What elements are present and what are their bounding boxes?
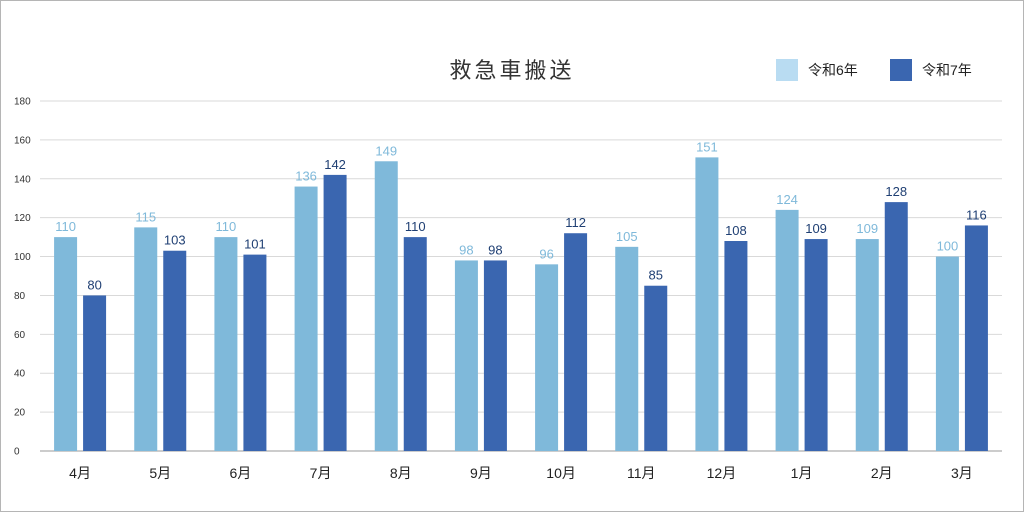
bar-series-2 (724, 241, 748, 451)
bar-series-2 (804, 239, 828, 451)
y-tick-label: 40 (14, 369, 26, 380)
data-label-series-2: 108 (725, 223, 747, 238)
data-label-series-1: 110 (216, 219, 237, 234)
data-label-series-2: 116 (966, 207, 987, 222)
data-label-series-1: 124 (776, 192, 798, 207)
bar-series-2 (964, 225, 988, 451)
bar-series-2 (323, 174, 347, 451)
data-label-series-2: 128 (885, 184, 907, 199)
bar-series-2 (163, 250, 187, 451)
data-label-series-1: 105 (616, 229, 638, 244)
x-axis: 4月 5月 6月 7月 8月 9月 10月 11月 12月 1月 2月 3月 (69, 465, 973, 481)
data-label-series-2: 110 (405, 219, 426, 234)
bar-series-2 (83, 295, 107, 451)
data-label-series-2: 103 (164, 233, 186, 248)
data-label-series-1: 151 (696, 139, 718, 154)
y-tick-label: 120 (14, 213, 31, 224)
data-label-series-2: 109 (805, 221, 827, 236)
data-label-series-2: 80 (87, 277, 101, 292)
bars (54, 157, 988, 452)
bar-series-2 (644, 285, 668, 451)
bar-series-1 (855, 239, 879, 451)
bar-series-1 (615, 246, 639, 451)
legend-label-series-2: 令和7年 (922, 62, 972, 78)
y-tick-label: 60 (14, 330, 26, 341)
legend-swatch-series-1 (776, 59, 798, 81)
x-tick-label: 12月 (707, 465, 737, 481)
x-tick-label: 1月 (791, 465, 813, 481)
data-label-series-1: 109 (856, 221, 878, 236)
legend-label-series-1: 令和6年 (808, 62, 858, 78)
x-tick-label: 11月 (627, 465, 656, 481)
x-tick-label: 6月 (230, 465, 252, 481)
data-label-series-1: 115 (135, 209, 156, 224)
data-label-series-1: 149 (375, 143, 397, 158)
data-label-series-1: 96 (539, 246, 553, 261)
x-tick-label: 4月 (69, 465, 91, 481)
bar-series-1 (935, 256, 959, 451)
x-tick-label: 9月 (470, 465, 492, 481)
x-tick-label: 7月 (310, 465, 332, 481)
x-tick-label: 10月 (546, 465, 576, 481)
legend-swatch-series-2 (890, 59, 912, 81)
y-tick-label: 100 (14, 252, 31, 263)
data-label-series-1: 98 (459, 242, 473, 257)
bar-series-1 (775, 209, 799, 451)
data-label-series-1: 136 (295, 169, 317, 184)
data-label-series-2: 101 (244, 237, 266, 252)
bar-series-1 (535, 264, 559, 451)
data-label-series-2: 142 (324, 157, 346, 172)
x-tick-label: 5月 (149, 465, 171, 481)
bar-series-2 (243, 254, 267, 451)
gridlines (40, 100, 1002, 452)
bar-series-2 (483, 260, 507, 451)
bar-series-1 (374, 161, 398, 451)
bar-series-1 (54, 237, 78, 451)
data-label-series-1: 100 (937, 239, 959, 254)
x-tick-label: 2月 (871, 465, 893, 481)
y-tick-label: 20 (14, 408, 26, 419)
bar-series-1 (695, 157, 719, 451)
data-label-series-2: 112 (565, 215, 586, 230)
bar-series-2 (403, 237, 427, 451)
x-tick-label: 3月 (951, 465, 973, 481)
y-tick-label: 80 (14, 291, 26, 302)
data-label-series-2: 98 (488, 242, 502, 257)
y-tick-label: 180 (14, 97, 31, 108)
bar-series-2 (564, 233, 588, 451)
legend: 令和6年 令和7年 (776, 59, 972, 81)
bar-series-2 (884, 202, 908, 451)
data-labels: 110 80 115 103 110 101 136 142 149 110 98 98 96 112 10… (55, 139, 987, 292)
bar-series-1 (454, 260, 478, 451)
y-tick-label: 140 (14, 174, 31, 185)
bar-series-1 (294, 186, 318, 452)
y-axis: 0 20 40 60 80 100 120 140 160 180 (14, 97, 31, 458)
y-tick-label: 0 (14, 447, 20, 458)
data-label-series-1: 110 (55, 219, 76, 234)
chart-title: 救急車搬送 (449, 59, 574, 84)
bar-series-1 (214, 237, 238, 451)
data-label-series-2: 85 (649, 268, 663, 283)
y-tick-label: 160 (14, 135, 31, 146)
x-tick-label: 8月 (390, 465, 412, 481)
bar-series-1 (134, 227, 158, 451)
